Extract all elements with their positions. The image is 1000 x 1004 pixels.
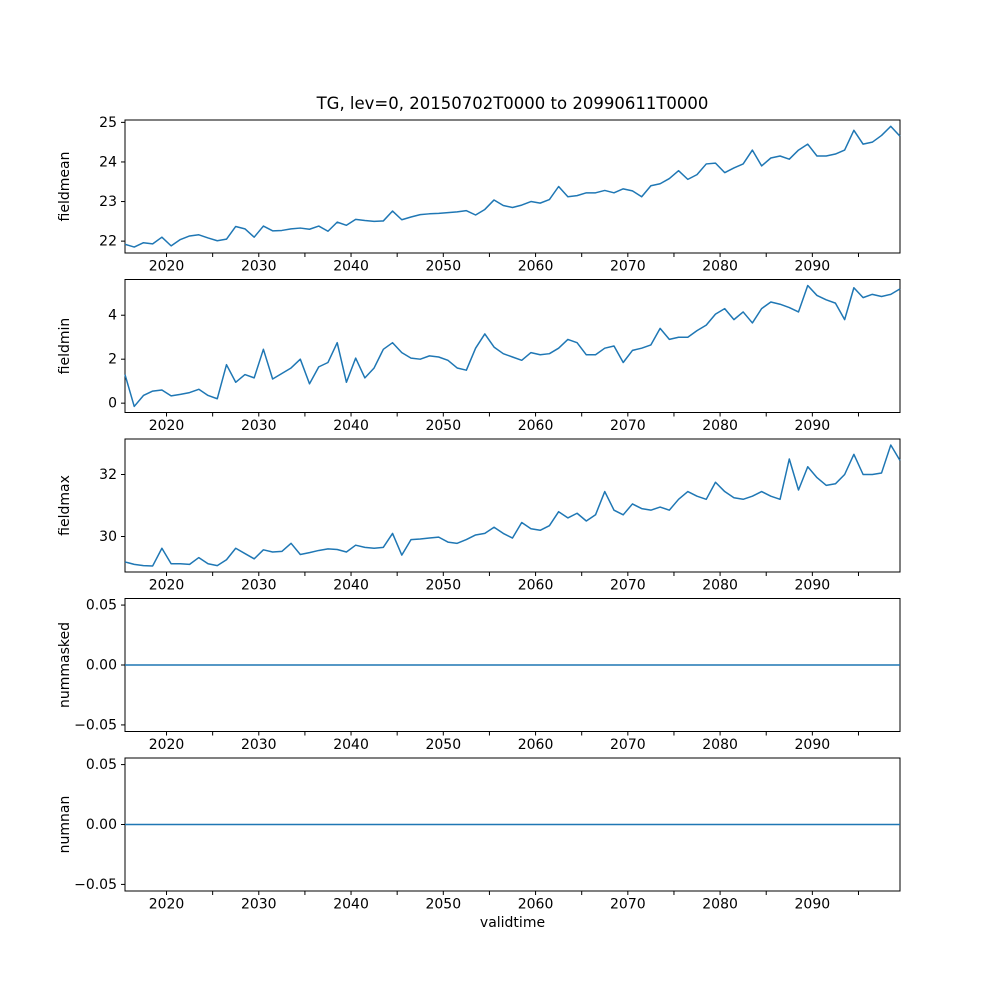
y-axis-label-fieldmin: fieldmin — [57, 318, 73, 375]
chart-fieldmax: 30 32 2020 2030 2040 2050 2060 2070 2080 2090 — [99, 438, 901, 594]
axes-frame — [124, 279, 901, 413]
x-tick-label: 2020 — [149, 578, 185, 594]
x-tick-label: 2070 — [610, 737, 646, 753]
y-axis-label-nummasked: nummasked — [57, 622, 73, 708]
fieldmin-line — [124, 284, 901, 408]
y-tick-label: −0.05 — [74, 717, 117, 733]
y-tick-label: 22 — [99, 234, 117, 250]
x-tick-label: 2090 — [795, 259, 831, 275]
x-tick-label: 2090 — [795, 578, 831, 594]
x-tick-label: 2060 — [518, 418, 554, 434]
x-tick-label: 2030 — [241, 897, 277, 913]
x-tick-label: 2050 — [425, 418, 461, 434]
x-tick-label: 2080 — [702, 259, 738, 275]
y-axis-label-numnan: numnan — [57, 796, 73, 854]
x-tick-label: 2060 — [518, 897, 554, 913]
x-tick-label: 2020 — [149, 259, 185, 275]
x-tick-label: 2030 — [241, 578, 277, 594]
y-tick-label: 4 — [108, 308, 117, 324]
x-tick-label: 2070 — [610, 578, 646, 594]
x-tick-label: 2030 — [241, 737, 277, 753]
x-tick-label: 2070 — [610, 259, 646, 275]
x-tick-label: 2090 — [795, 418, 831, 434]
y-tick-label: 23 — [99, 194, 117, 210]
x-tick-label: 2020 — [149, 737, 185, 753]
fieldmax-line — [124, 444, 901, 567]
chart-fieldmean: 22 23 24 25 2020 2030 2040 2050 2060 2070 2080 2090 — [99, 115, 901, 275]
x-tick-label: 2040 — [333, 737, 369, 753]
fieldmean-line — [124, 125, 901, 248]
x-tick-label: 2090 — [795, 897, 831, 913]
x-tick-label: 2080 — [702, 578, 738, 594]
y-tick-label: 0.00 — [86, 817, 117, 833]
chart-numnan: −0.05 0.00 0.05 2020 2030 2040 2050 2060 2070 208… — [74, 757, 901, 913]
y-tick-label: 0.05 — [86, 757, 117, 773]
x-tick-label: 2040 — [333, 578, 369, 594]
y-tick-label: 0.05 — [86, 598, 117, 614]
y-tick-label: 25 — [99, 115, 117, 131]
figure-title: TG, lev=0, 20150702T0000 to 20990611T000… — [316, 94, 709, 113]
x-tick-label: 2040 — [333, 259, 369, 275]
x-tick-label: 2030 — [241, 259, 277, 275]
x-tick-label: 2030 — [241, 418, 277, 434]
x-tick-label: 2080 — [702, 737, 738, 753]
chart-fieldmin: 0 2 4 2020 2030 2040 2050 2060 2070 2080 2090 — [108, 279, 901, 434]
x-tick-label: 2070 — [610, 897, 646, 913]
y-tick-label: −0.05 — [74, 877, 117, 893]
x-tick-label: 2040 — [333, 418, 369, 434]
x-tick-label: 2040 — [333, 897, 369, 913]
x-tick-label: 2050 — [425, 578, 461, 594]
y-axis-label-fieldmean: fieldmean — [57, 152, 73, 222]
axes-frame — [124, 119, 901, 254]
x-tick-label: 2020 — [149, 418, 185, 434]
x-tick-label: 2050 — [425, 897, 461, 913]
x-tick-label: 2060 — [518, 737, 554, 753]
x-tick-label: 2060 — [518, 259, 554, 275]
y-axis-label-fieldmax: fieldmax — [57, 475, 73, 536]
x-tick-label: 2070 — [610, 418, 646, 434]
x-tick-label: 2080 — [702, 418, 738, 434]
chart-nummasked: −0.05 0.00 0.05 2020 2030 2040 2050 2060 2070 208… — [74, 598, 901, 753]
x-tick-label: 2090 — [795, 737, 831, 753]
x-tick-label: 2050 — [425, 737, 461, 753]
y-tick-label: 2 — [108, 352, 117, 368]
axes-frame — [124, 438, 901, 573]
x-tick-label: 2050 — [425, 259, 461, 275]
y-tick-label: 30 — [99, 529, 117, 545]
y-tick-label: 0.00 — [86, 658, 117, 674]
x-axis-label: validtime — [480, 915, 545, 931]
y-tick-label: 24 — [99, 154, 117, 170]
x-tick-label: 2060 — [518, 578, 554, 594]
y-tick-label: 0 — [108, 396, 117, 412]
x-tick-label: 2080 — [702, 897, 738, 913]
y-tick-label: 32 — [99, 467, 117, 483]
x-tick-label: 2020 — [149, 897, 185, 913]
